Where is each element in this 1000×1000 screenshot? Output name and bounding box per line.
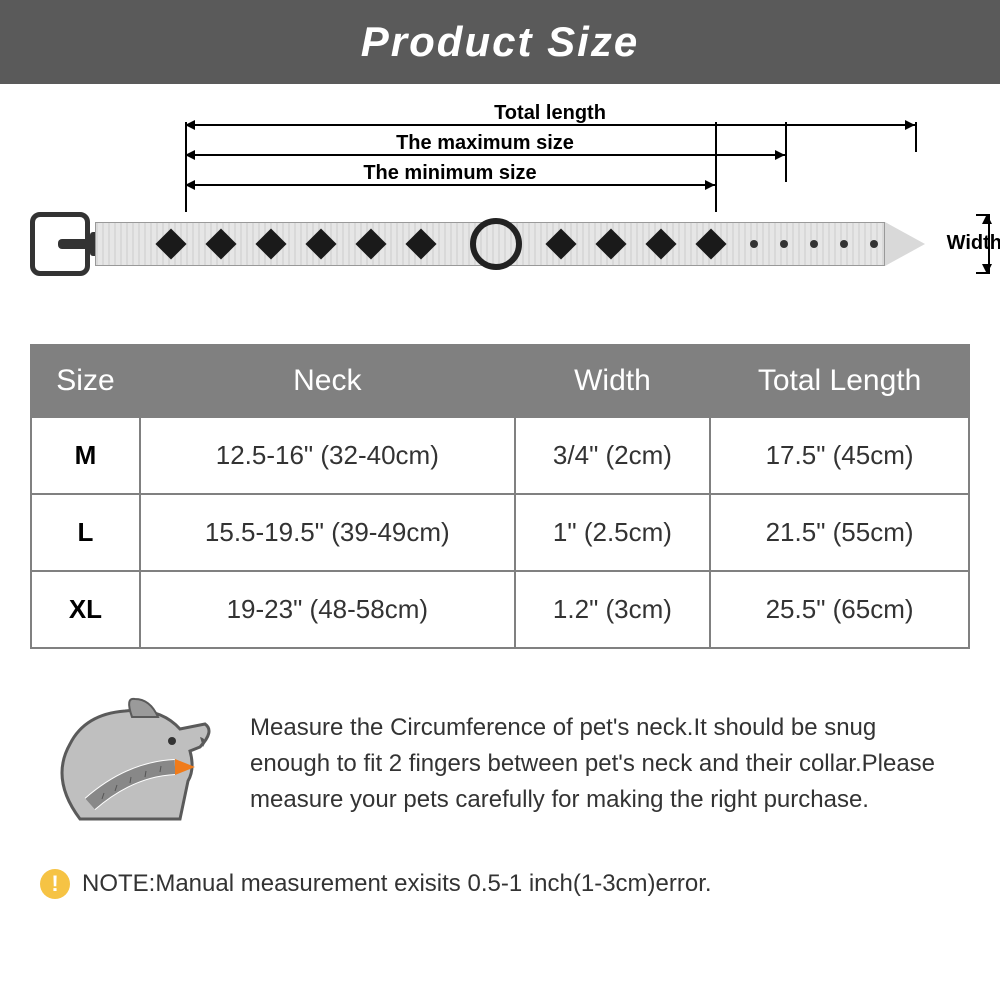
note-body: Manual measurement exisits 0.5-1 inch(1-… [155, 870, 711, 897]
dim-max-label: The maximum size [185, 132, 785, 155]
warning-icon: ! [40, 869, 70, 899]
cell-value: 17.5" (45cm) [710, 417, 969, 494]
dog-head-icon [40, 689, 220, 839]
hole-icon [870, 240, 878, 248]
measure-instruction: Measure the Circumference of pet's neck.… [40, 689, 960, 839]
dim-max-size: The maximum size [185, 154, 785, 156]
col-width: Width [515, 345, 710, 417]
col-size: Size [31, 345, 140, 417]
dim-total-label: Total length [185, 102, 915, 125]
dim-width-label: Width [947, 232, 1000, 255]
cell-value: 1" (2.5cm) [515, 494, 710, 571]
table-row: M12.5-16" (32-40cm)3/4" (2cm)17.5" (45cm… [31, 417, 969, 494]
instruction-text: Measure the Circumference of pet's neck.… [250, 710, 960, 818]
col-total: Total Length [710, 345, 969, 417]
size-table: Size Neck Width Total Length M12.5-16" (… [30, 344, 970, 649]
note-row: ! NOTE:Manual measurement exisits 0.5-1 … [40, 869, 960, 899]
page-title: Product Size [0, 0, 1000, 84]
d-ring-icon [470, 218, 522, 270]
cell-value: 1.2" (3cm) [515, 571, 710, 648]
note-label: NOTE: [82, 870, 155, 897]
hole-icon [840, 240, 848, 248]
table-row: L15.5-19.5" (39-49cm)1" (2.5cm)21.5" (55… [31, 494, 969, 571]
cell-size: XL [31, 571, 140, 648]
cell-value: 3/4" (2cm) [515, 417, 710, 494]
col-neck: Neck [140, 345, 515, 417]
dim-min-label: The minimum size [185, 162, 715, 185]
hole-icon [750, 240, 758, 248]
cell-value: 21.5" (55cm) [710, 494, 969, 571]
hole-icon [810, 240, 818, 248]
collar-tip [885, 222, 925, 266]
note-text: NOTE:Manual measurement exisits 0.5-1 in… [82, 870, 712, 898]
table-header-row: Size Neck Width Total Length [31, 345, 969, 417]
cell-size: M [31, 417, 140, 494]
cell-value: 12.5-16" (32-40cm) [140, 417, 515, 494]
hole-icon [780, 240, 788, 248]
cell-value: 25.5" (65cm) [710, 571, 969, 648]
cell-value: 19-23" (48-58cm) [140, 571, 515, 648]
cell-value: 15.5-19.5" (39-49cm) [140, 494, 515, 571]
cell-size: L [31, 494, 140, 571]
collar-illustration [30, 214, 930, 274]
table-row: XL19-23" (48-58cm)1.2" (3cm)25.5" (65cm) [31, 571, 969, 648]
dim-min-size: The minimum size [185, 184, 715, 186]
dim-total-length: Total length [185, 124, 915, 126]
collar-diagram: Total length The maximum size The minimu… [0, 84, 1000, 304]
